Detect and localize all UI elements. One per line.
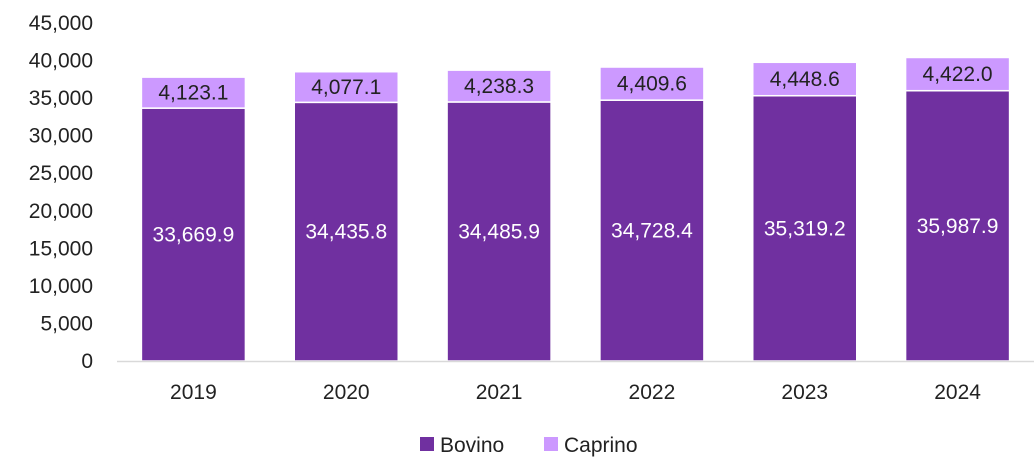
data-label-bovino-2023: 35,319.2 [764, 217, 846, 240]
legend: Bovino Caprino [420, 434, 638, 457]
x-tick-label: 2021 [476, 381, 523, 404]
legend-swatch-bovino [420, 437, 434, 451]
y-tick-label: 25,000 [29, 162, 93, 185]
y-tick-label: 45,000 [29, 12, 93, 35]
y-tick-label: 20,000 [29, 200, 93, 223]
data-label-bovino-2022: 34,728.4 [611, 220, 693, 243]
legend-swatch-caprino [544, 437, 558, 451]
data-label-caprino-2020: 4,077.1 [311, 76, 381, 99]
bar-caprino-2020 [293, 70, 399, 104]
y-axis: 0 5,000 10,000 15,000 20,000 25,000 30,000 35,0… [29, 12, 93, 373]
bars: 33,669.9 4,123.1 34,435.8 4,077.1 34,485.9 4,… [140, 56, 1011, 362]
x-tick-label: 2023 [781, 381, 828, 404]
x-tick-label: 2024 [934, 381, 981, 404]
bar-bovino-2019 [140, 107, 247, 362]
data-label-bovino-2024: 35,987.9 [917, 215, 999, 238]
data-label-caprino-2023: 4,448.6 [770, 68, 840, 91]
x-tick-label: 2019 [170, 381, 217, 404]
y-tick-label: 15,000 [29, 237, 93, 260]
y-tick-label: 40,000 [29, 50, 93, 73]
bar-bovino-2021 [446, 101, 552, 362]
x-tick-label: 2022 [629, 381, 676, 404]
legend-label-bovino: Bovino [440, 434, 504, 457]
legend-label-caprino: Caprino [564, 434, 638, 457]
x-tick-label: 2020 [323, 381, 370, 404]
data-label-caprino-2024: 4,422.0 [923, 63, 993, 86]
y-tick-label: 10,000 [29, 275, 93, 298]
data-label-bovino-2019: 33,669.9 [153, 224, 235, 247]
y-tick-label: 35,000 [29, 87, 93, 110]
bar-caprino-2022 [599, 66, 705, 101]
bar-bovino-2024 [904, 89, 1011, 362]
data-label-caprino-2021: 4,238.3 [464, 75, 534, 98]
y-tick-label: 5,000 [40, 312, 93, 335]
bar-caprino-2024 [904, 56, 1011, 92]
bar-caprino-2019 [140, 76, 247, 109]
x-axis: 2019 2020 2021 2022 2023 2024 [170, 381, 981, 404]
bar-caprino-2021 [446, 69, 552, 103]
data-label-caprino-2022: 4,409.6 [617, 73, 687, 96]
y-tick-label: 0 [81, 350, 93, 373]
data-label-caprino-2019: 4,123.1 [158, 82, 228, 105]
y-tick-label: 30,000 [29, 125, 93, 148]
data-label-bovino-2021: 34,485.9 [458, 220, 540, 243]
bar-caprino-2023 [752, 61, 858, 97]
data-label-bovino-2020: 34,435.8 [305, 221, 387, 244]
